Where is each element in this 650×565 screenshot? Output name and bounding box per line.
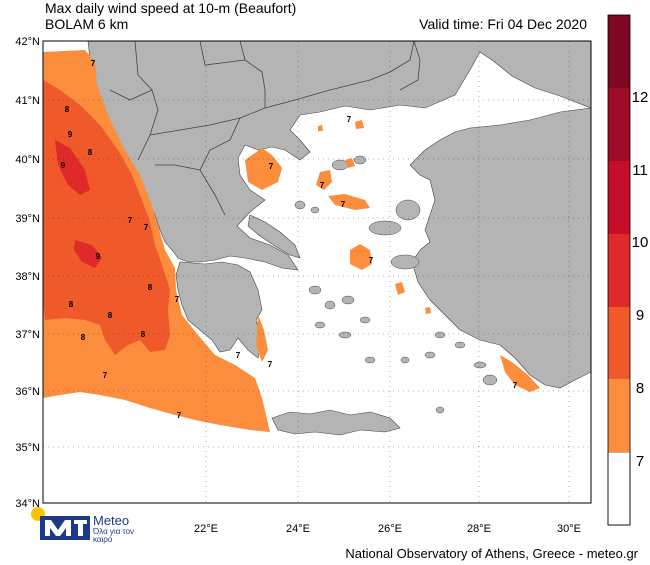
colorbar-label: 10 (632, 234, 649, 251)
colorbar-frame (607, 14, 631, 526)
colorbar-segment (607, 451, 631, 526)
logo-tagline: Όλα για τον καιρό (93, 527, 135, 544)
contour-label: 8 (88, 148, 93, 157)
wind-spot-8 (395, 282, 405, 295)
mainland-balkans (87, 40, 592, 271)
wind-spot-8 (328, 194, 370, 210)
contour-label: 7 (369, 256, 374, 265)
lat-label: 39°N (15, 213, 40, 225)
wind-spot-8 (256, 315, 268, 362)
colorbar-segment (608, 161, 630, 234)
wind-field (43, 50, 540, 432)
contour-label: 9 (61, 161, 66, 170)
contour-label: 7 (347, 115, 352, 124)
colorbar: 7 8 9 10 11 12 (607, 14, 649, 526)
wind-spot-8 (425, 307, 431, 314)
lat-label: 37°N (15, 329, 40, 341)
country-borders (109, 40, 421, 216)
model-subtitle: BOLAM 6 km (45, 16, 129, 32)
wind-spot-8 (355, 120, 364, 129)
contour-label: 7 (341, 200, 346, 209)
contour-label: 7 (128, 216, 133, 225)
contour-labels: 7 8 9 9 8 7 7 9 8 8 8 8 8 7 7 7 7 7 7 7 … (61, 59, 518, 420)
colorbar-segment (608, 15, 630, 88)
colorbar-segment (608, 307, 630, 379)
peloponnese (175, 261, 263, 359)
euboea (247, 214, 301, 259)
contour-label: 9 (68, 130, 73, 139)
logo-name: Meteo (93, 513, 130, 528)
contour-label: 8 (148, 283, 153, 292)
anatolia (409, 107, 592, 389)
wind-zone-10 (74, 240, 102, 268)
contour-label: 8 (65, 105, 70, 114)
contour-label: 8 (69, 300, 74, 309)
lat-label: 36°N (15, 386, 40, 398)
wind-zone-9 (43, 80, 170, 355)
grid-lines (43, 41, 591, 503)
lon-label: 24°E (286, 523, 310, 535)
wind-spot-8 (245, 148, 282, 190)
contour-label: 7 (236, 351, 241, 360)
longitude-labels: 22°E 24°E 26°E 28°E 30°E (194, 523, 581, 535)
aegean-islands (294, 155, 498, 414)
colorbar-segment (608, 379, 630, 452)
lat-label: 41°N (15, 95, 40, 107)
map-frame (42, 40, 592, 504)
contour-label: 7 (177, 411, 182, 420)
valid-time: Valid time: Fri 04 Dec 2020 (419, 16, 587, 32)
colorbar-label: 7 (636, 453, 644, 470)
credit-text: National Observatory of Athens, Greece -… (345, 546, 638, 561)
lat-label: 38°N (15, 271, 40, 283)
contour-label: 7 (269, 162, 274, 171)
lat-label: 35°N (15, 442, 40, 454)
lat-label: 34°N (15, 498, 40, 510)
map-title: Max daily wind speed at 10-m (Beaufort) (45, 0, 297, 16)
lon-label: 30°E (557, 523, 581, 535)
colorbar-label: 8 (636, 380, 644, 397)
colorbar-label: 12 (632, 89, 649, 106)
contour-label: 7 (513, 381, 518, 390)
colorbar-segment (608, 88, 630, 161)
contour-label: 7 (320, 181, 325, 190)
wind-spot-8 (345, 158, 355, 168)
wind-spot-8 (350, 244, 372, 270)
contour-label: 7 (144, 223, 149, 232)
contour-label: 8 (108, 311, 113, 320)
wind-spot-8 (318, 125, 323, 131)
lon-label: 28°E (467, 523, 491, 535)
colorbar-label: 11 (632, 162, 648, 179)
colorbar-segment (608, 234, 630, 307)
latitude-labels: 42°N 41°N 40°N 39°N 38°N 37°N 36°N 35°N … (15, 36, 40, 510)
contour-label: 7 (103, 371, 108, 380)
contour-label: 8 (141, 330, 146, 339)
lat-label: 42°N (15, 36, 40, 48)
wind-spot-8 (316, 170, 332, 190)
lon-label: 26°E (378, 523, 402, 535)
meteo-logo-icon (31, 507, 90, 540)
contour-label: 9 (96, 252, 101, 261)
lat-label: 40°N (15, 154, 40, 166)
contour-label: 8 (81, 333, 86, 342)
wind-spot-8 (500, 355, 540, 392)
wind-zone-10 (55, 140, 90, 195)
contour-label: 7 (91, 59, 96, 68)
contour-label: 7 (268, 360, 273, 369)
lon-label: 22°E (194, 523, 218, 535)
colorbar-label: 9 (636, 307, 644, 324)
crete (271, 409, 401, 436)
contour-label: 7 (175, 295, 180, 304)
